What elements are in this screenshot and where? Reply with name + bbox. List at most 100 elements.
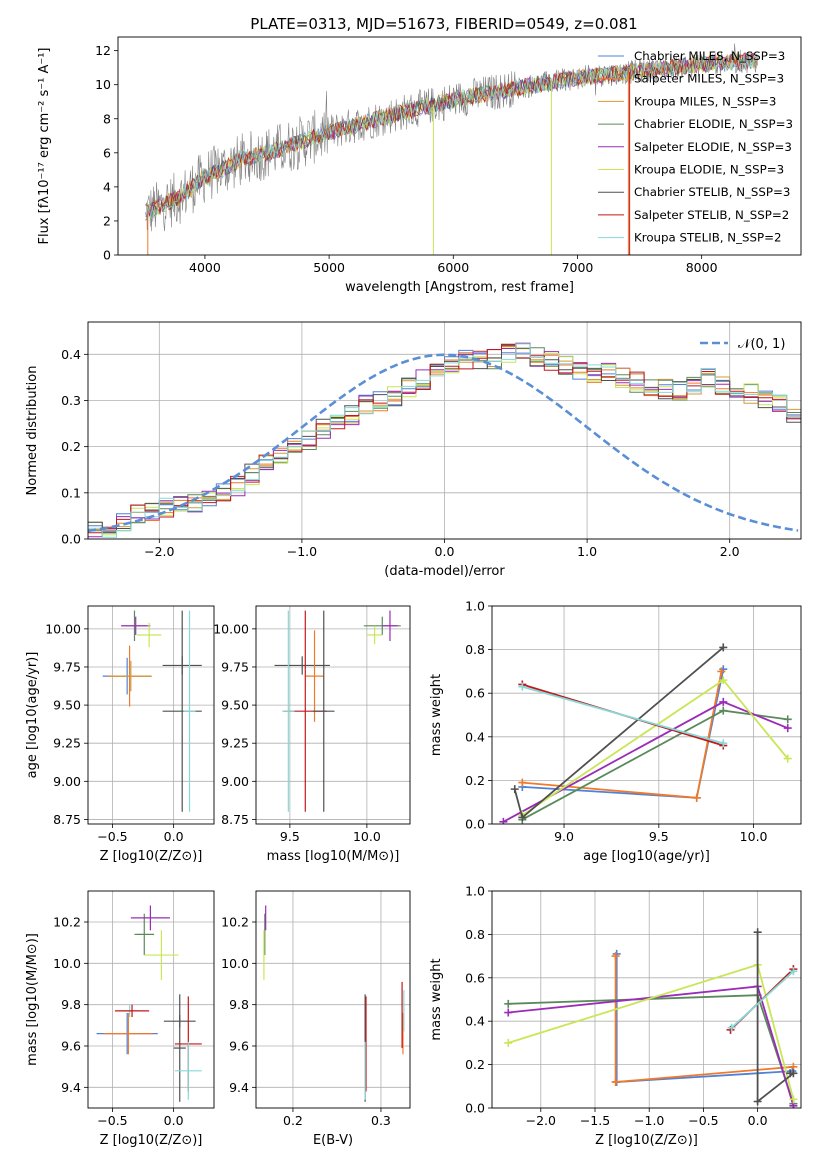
errorbar-plot-area: [274, 610, 401, 812]
x-tick-label: 9.0: [554, 829, 574, 844]
x-tick-label: −2.0: [144, 544, 174, 559]
residual-histogram: [88, 343, 801, 538]
x-tick-label: 8000: [686, 260, 718, 275]
residual-histogram: [88, 344, 801, 533]
weight-marker: [719, 643, 728, 652]
x-tick-label: −0.5: [97, 829, 127, 844]
y-tick-label: 6: [103, 145, 111, 160]
axes-frame: [87, 890, 215, 1109]
legend-label: Chabrier MILES, N_SSP=3: [634, 49, 785, 63]
residual-histogram: [88, 347, 801, 536]
weight-marker: [510, 785, 519, 794]
residual-histogram: [88, 345, 801, 533]
weight-vs-age-panel: 9.0 9.5 10.0 0.0 0.2 0.4 0.6 0.8 1.0 age [log10(a…: [429, 599, 802, 864]
y-tick-label: 2: [103, 213, 111, 228]
y-tick-label: 0.0: [61, 532, 81, 547]
x-tick-label: 9.5: [649, 829, 669, 844]
y-tick-label: 0.3: [61, 393, 81, 408]
axes-frame: [87, 321, 802, 540]
residual-histogram: [88, 342, 801, 531]
weight-marker: [504, 999, 513, 1008]
y-tick-label: 9.6: [229, 1039, 249, 1054]
weight-line: [730, 970, 795, 1029]
y-tick-label: 9.8: [229, 997, 249, 1012]
weight-vs-z-panel: −2.0 −1.5 −1.0 −0.5 0.0 0.0 0.2 0.4 0.6 0.8 1.0 Z […: [429, 884, 802, 1148]
x-tick-label: −0.5: [688, 1113, 718, 1128]
model-spectrum: [147, 53, 758, 219]
weight-marker: [783, 715, 792, 724]
x-tick-label: 0.0: [748, 1113, 768, 1128]
y-axis-label: mass [log10(M/M⊙)]: [25, 933, 40, 1066]
x-tick-label: 7000: [562, 260, 594, 275]
y-axis-label: Flux [fλ10⁻¹⁷ erg cm⁻² s⁻¹ A⁻¹]: [37, 48, 52, 245]
x-axis-label: mass [log10(M/M⊙)]: [267, 849, 400, 864]
weight-marker: [786, 1069, 795, 1078]
axes-frame: [117, 36, 802, 256]
legend-label: Salpeter ELODIE, N_SSP=3: [634, 140, 792, 154]
weight-marker: [789, 967, 798, 976]
x-axis-label: wavelength [Angstrom, rest frame]: [345, 280, 574, 295]
axes-frame: [491, 890, 802, 1109]
residual-histogram: [88, 349, 801, 532]
x-tick-label: 0.3: [371, 1113, 391, 1128]
y-tick-label: 0: [103, 248, 111, 263]
x-tick-label: 5000: [313, 260, 345, 275]
y-tick-label: 8: [103, 111, 111, 126]
weight-marker: [504, 1008, 513, 1017]
y-tick-label: 9.4: [229, 1080, 249, 1095]
y-tick-label: 10.0: [53, 956, 81, 971]
errorbar-plot-area: [102, 610, 202, 812]
y-tick-label: 10.00: [45, 621, 81, 636]
x-axis-label: age [log10(age/yr)]: [583, 849, 710, 864]
weight-marker: [719, 676, 728, 685]
x-tick-label: 9.5: [280, 829, 300, 844]
x-tick-label: −1.5: [580, 1113, 610, 1128]
x-tick-label: 0.0: [435, 544, 455, 559]
legend-label: 𝒩(0, 1): [738, 337, 785, 352]
y-axis-label: Normed distribution: [25, 366, 40, 496]
x-axis-label: (data-model)/error: [384, 564, 505, 579]
x-tick-label: 0.2: [283, 1113, 303, 1128]
x-tick-label: 4000: [189, 260, 221, 275]
y-tick-label: 8.75: [221, 812, 249, 827]
weight-line: [513, 646, 724, 820]
x-axis-label: E(B-V): [313, 1133, 353, 1148]
y-tick-label: 0.8: [465, 927, 485, 942]
y-tick-label: 0.1: [61, 485, 81, 500]
legend-label: Chabrier STELIB, N_SSP=3: [634, 185, 790, 199]
spectrum-plot-area: [144, 43, 758, 255]
y-tick-label: 9.75: [53, 659, 81, 674]
y-tick-label: 0.2: [465, 1057, 485, 1072]
y-tick-label: 0.4: [465, 729, 485, 744]
y-tick-label: 0.4: [465, 1014, 485, 1029]
x-axis-label: Z [log10(Z/Z⊙)]: [100, 849, 203, 864]
axes-frame: [255, 605, 411, 825]
legend-label: Kroupa STELIB, N_SSP=2: [634, 231, 781, 245]
axes-frame: [87, 605, 215, 825]
x-tick-label: −1.0: [634, 1113, 664, 1128]
y-axis-label: mass weight: [429, 958, 444, 1040]
weight-marker: [518, 682, 527, 691]
weight-marker: [717, 667, 726, 676]
x-tick-label: 0.0: [164, 829, 184, 844]
y-axis-label: mass weight: [429, 674, 444, 756]
y-tick-label: 0.0: [465, 1101, 485, 1116]
x-tick-label: 0.0: [164, 1113, 184, 1128]
age-vs-z-panel: −0.5 0.0 8.75 9.00 9.25 9.50 9.75 10.00 Z [log10…: [25, 605, 215, 864]
legend-label: Salpeter STELIB, N_SSP=2: [634, 208, 789, 222]
errorbar-plot-area: [263, 905, 405, 1102]
weight-line: [502, 700, 789, 823]
y-tick-label: 10.2: [221, 915, 249, 930]
legend-label: Kroupa MILES, N_SSP=3: [634, 94, 776, 108]
y-tick-label: 0.4: [61, 347, 81, 362]
weight-marker: [611, 952, 620, 961]
y-tick-label: 9.00: [221, 774, 249, 789]
x-axis-label: Z [log10(Z/Z⊙)]: [595, 1133, 698, 1148]
y-tick-label: 9.6: [61, 1039, 81, 1054]
x-tick-label: −1.0: [287, 544, 317, 559]
y-axis-label: age [log10(age/yr)]: [25, 652, 40, 779]
weight-marker: [727, 1023, 736, 1032]
weight-marker: [504, 1038, 513, 1047]
histogram-plot-area: [88, 342, 801, 538]
